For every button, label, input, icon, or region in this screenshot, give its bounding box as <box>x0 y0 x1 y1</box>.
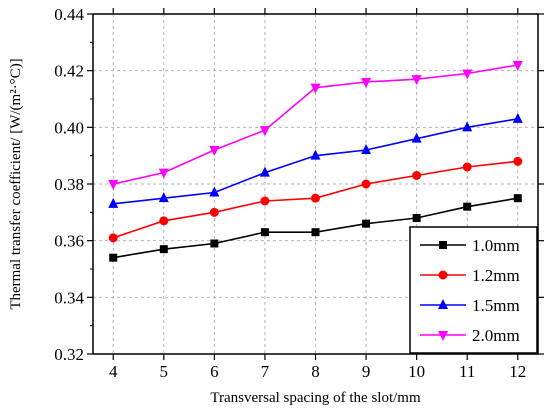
legend-marker <box>438 331 448 341</box>
legend-label: 1.0mm <box>472 236 520 255</box>
data-point <box>108 180 119 190</box>
data-point <box>512 112 523 123</box>
data-point <box>411 75 422 86</box>
data-point <box>260 196 270 206</box>
data-point <box>210 239 219 248</box>
legend-entry: 2.0mm <box>420 326 520 345</box>
data-point <box>361 78 372 88</box>
data-point <box>260 228 269 237</box>
y-tick-label: 0.40 <box>54 118 84 137</box>
y-tick-label: 0.32 <box>54 345 84 364</box>
legend-marker <box>438 270 448 280</box>
data-point <box>463 202 472 211</box>
data-point <box>513 194 522 203</box>
data-point <box>412 171 422 180</box>
legend-marker <box>438 299 448 309</box>
series-1.0mm <box>109 194 522 262</box>
x-tick-label: 4 <box>109 362 118 381</box>
series-line <box>113 118 518 205</box>
x-tick-label: 8 <box>311 362 320 381</box>
data-point <box>159 245 168 254</box>
y-axis: 0.32 0.34 0.36 0.38 0.40 0.42 0.44 <box>54 5 544 364</box>
data-point <box>259 166 270 177</box>
data-point <box>361 179 371 189</box>
y-tick-label: 0.38 <box>54 175 84 194</box>
data-point <box>259 126 270 137</box>
data-point <box>311 228 320 237</box>
legend-box <box>409 226 538 354</box>
legend-label: 1.2mm <box>472 266 520 285</box>
series-1.5mm <box>108 112 523 208</box>
data-point <box>513 156 523 166</box>
y-tick-label: 0.44 <box>54 5 84 24</box>
x-tick-label: 7 <box>261 362 270 381</box>
data-point <box>108 233 118 243</box>
data-point <box>310 149 321 160</box>
x-axis: 4 5 6 7 8 9 10 11 12 <box>109 8 526 381</box>
x-tick-label: 10 <box>408 362 425 381</box>
data-point <box>158 192 169 203</box>
legend-entry: 1.2mm <box>420 266 520 285</box>
series-1.2mm <box>108 156 523 243</box>
legend: 1.0mm 1.2mm 1.5mm 2.0mm <box>409 226 538 354</box>
x-tick-label: 6 <box>210 362 219 381</box>
data-point <box>412 214 421 222</box>
data-point <box>512 61 523 71</box>
data-point <box>158 168 169 179</box>
y-tick-label: 0.34 <box>54 288 84 307</box>
data-point <box>311 193 320 203</box>
data-point <box>462 69 473 80</box>
x-tick-label: 9 <box>362 362 371 381</box>
data-point <box>159 216 169 226</box>
data-point <box>362 219 371 228</box>
y-tick-label: 0.36 <box>54 232 84 251</box>
x-tick-label: 5 <box>160 362 169 381</box>
legend-label: 2.0mm <box>472 326 520 345</box>
legend-entry: 1.0mm <box>420 236 520 255</box>
y-tick-label: 0.42 <box>54 62 84 81</box>
data-point <box>361 144 372 154</box>
data-point <box>462 121 473 132</box>
data-point <box>462 162 472 172</box>
x-axis-label: Transversal spacing of the slot/mm <box>210 390 421 406</box>
x-tick-label: 12 <box>509 362 526 381</box>
legend-entry: 1.5mm <box>420 296 520 315</box>
legend-label: 1.5mm <box>472 296 520 315</box>
data-point <box>209 207 219 217</box>
x-tick-label: 11 <box>459 362 475 381</box>
legend-marker <box>439 241 447 249</box>
data-point <box>209 146 220 156</box>
series-group <box>108 61 523 262</box>
data-point <box>310 83 321 94</box>
data-point <box>109 253 118 262</box>
data-point <box>108 197 119 208</box>
data-point <box>411 132 422 143</box>
series-2.0mm <box>108 61 523 190</box>
y-axis-label: Thermal transfer coefficient/ [W/(m²·°C)… <box>8 58 24 309</box>
data-point <box>209 186 220 197</box>
